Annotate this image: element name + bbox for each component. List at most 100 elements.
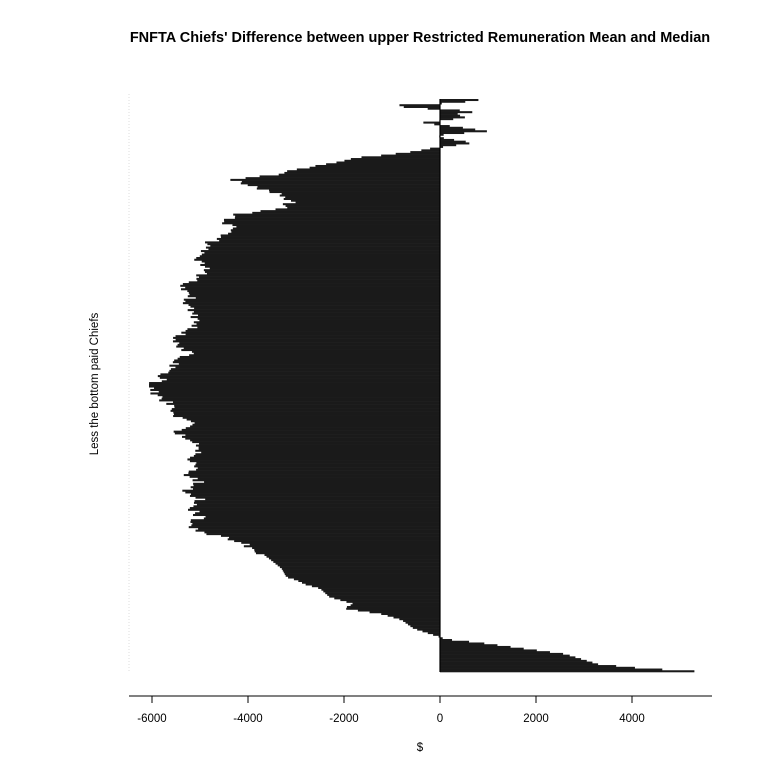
bar [315, 164, 440, 168]
bar [346, 607, 440, 610]
bar [440, 651, 550, 654]
bar [194, 258, 440, 261]
bar [254, 550, 440, 553]
bar [200, 250, 440, 253]
x-tick-label: 2000 [523, 713, 549, 725]
bar [191, 324, 440, 327]
bar [393, 616, 440, 619]
bar [183, 347, 440, 350]
bar [172, 361, 441, 364]
bar [189, 460, 440, 463]
bar [350, 158, 440, 161]
bar [185, 333, 440, 336]
bar [440, 145, 444, 148]
bar [192, 487, 440, 490]
bar [440, 668, 663, 671]
bar [185, 491, 440, 494]
bar [352, 602, 440, 605]
bar [201, 260, 440, 263]
bar [369, 611, 440, 614]
bar [440, 133, 444, 136]
bar [193, 321, 440, 324]
bar [154, 387, 440, 390]
bar [208, 248, 440, 251]
bar [434, 123, 440, 126]
bar [189, 293, 440, 296]
bar [311, 585, 440, 588]
bar [257, 185, 440, 188]
bar [440, 663, 599, 666]
bar [198, 446, 440, 449]
bar [185, 329, 440, 332]
bar [181, 428, 440, 431]
bar [188, 303, 440, 306]
bar [193, 484, 440, 487]
bar [195, 449, 440, 452]
bar [440, 656, 576, 659]
x-axis-ticks: -6000 -4000 -2000 0 2000 4000 [137, 696, 645, 725]
bar [381, 612, 440, 615]
bar [173, 413, 440, 416]
bar [440, 137, 444, 140]
bar [149, 385, 440, 388]
bar [190, 456, 440, 459]
bar [149, 383, 440, 386]
bar [298, 579, 440, 583]
bar [190, 493, 440, 496]
bar [269, 191, 440, 194]
bar [252, 546, 440, 550]
bar [256, 187, 440, 190]
bar [361, 156, 440, 159]
bar [179, 342, 440, 345]
bar [204, 531, 440, 534]
bar [195, 463, 440, 466]
bar [187, 309, 440, 312]
bar [183, 298, 440, 301]
bar [440, 142, 470, 145]
bar [440, 140, 466, 143]
bar [440, 654, 570, 657]
bar [430, 147, 440, 150]
bar [417, 628, 440, 631]
bar [195, 453, 440, 456]
bar [407, 623, 440, 626]
bar [166, 378, 440, 381]
bar [231, 230, 440, 233]
bar [176, 345, 441, 348]
bar [259, 175, 440, 178]
bar [198, 442, 440, 445]
bar [181, 349, 441, 352]
bar [301, 581, 440, 584]
bar [203, 269, 440, 272]
bar [181, 435, 441, 438]
bar [234, 540, 440, 543]
bar [203, 517, 440, 520]
bar [194, 307, 440, 310]
bar [233, 213, 440, 216]
bar [403, 105, 440, 108]
bar [160, 373, 440, 376]
bar [188, 526, 440, 529]
bar [275, 208, 440, 211]
bar [279, 194, 440, 197]
bar [192, 423, 440, 426]
bar [318, 586, 440, 589]
bar [423, 121, 440, 124]
bar [321, 588, 440, 591]
bar [440, 658, 582, 661]
bar [252, 211, 440, 214]
bar [187, 290, 440, 293]
bar [323, 590, 440, 593]
bar [175, 338, 440, 341]
bar [190, 420, 440, 423]
bar [327, 593, 440, 596]
bar [195, 444, 440, 447]
bar [190, 316, 440, 319]
bar [440, 100, 466, 103]
bar [285, 204, 440, 207]
bar [240, 182, 440, 185]
bar [269, 189, 440, 192]
bar [198, 276, 440, 279]
bar [158, 390, 441, 393]
bar [336, 161, 440, 164]
